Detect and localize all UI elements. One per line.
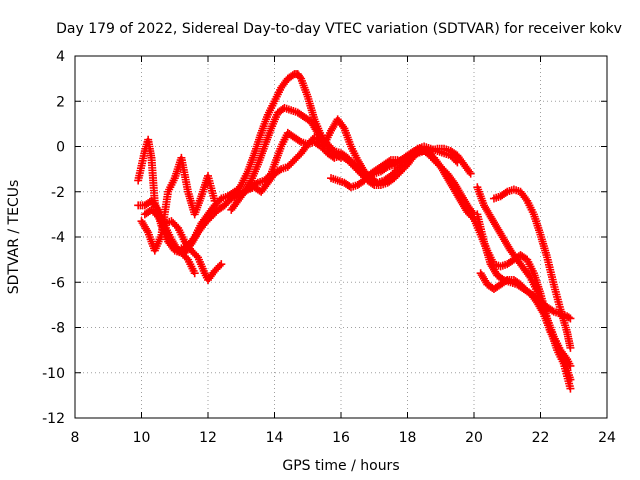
y-axis-label: SDTVAR / TECUs [6, 180, 22, 295]
data-point [465, 167, 474, 176]
series-sat-k [473, 183, 575, 393]
data-point [566, 314, 575, 323]
data-point [566, 343, 575, 352]
y-tick-label: -6 [51, 275, 65, 291]
y-tick-label: 2 [56, 94, 65, 110]
y-tick-label: 0 [56, 140, 65, 156]
data-point [217, 260, 226, 269]
data-point [501, 277, 510, 286]
x-tick-label: 14 [266, 430, 284, 446]
data-point [385, 157, 394, 166]
data-point [152, 204, 161, 213]
data-point [190, 269, 199, 278]
data-point [521, 194, 530, 203]
x-tick-label: 12 [199, 430, 217, 446]
x-tick-label: 8 [71, 430, 80, 446]
data-point [215, 261, 224, 270]
data-points [134, 70, 575, 393]
chart-title: Day 179 of 2022, Sidereal Day-to-day VTE… [56, 21, 622, 37]
x-axis-label: GPS time / hours [282, 458, 399, 474]
data-point [525, 271, 534, 280]
data-point [235, 182, 244, 191]
x-tick-label: 10 [133, 430, 151, 446]
data-point [466, 169, 475, 178]
series-sat-m [489, 185, 575, 352]
data-point [159, 219, 168, 228]
data-point [189, 234, 198, 243]
series-sat-c [137, 153, 219, 255]
x-tick-label: 16 [332, 430, 350, 446]
y-tick-label: -4 [51, 230, 65, 246]
y-tick-label: 4 [56, 49, 65, 65]
y-tick-label: -2 [51, 185, 65, 201]
data-point [338, 122, 347, 131]
series-sat-h [327, 144, 475, 192]
data-point [468, 208, 477, 217]
x-tick-label: 20 [465, 430, 483, 446]
data-point [564, 313, 573, 322]
data-point [566, 384, 575, 393]
grid-lines [75, 56, 607, 418]
y-tick-label: -12 [42, 411, 65, 427]
y-tick-label: -10 [42, 366, 65, 382]
x-tick-label: 22 [532, 430, 550, 446]
x-tick-label: 18 [399, 430, 417, 446]
y-tick-label: -8 [51, 321, 65, 337]
x-tick-label: 24 [598, 430, 616, 446]
